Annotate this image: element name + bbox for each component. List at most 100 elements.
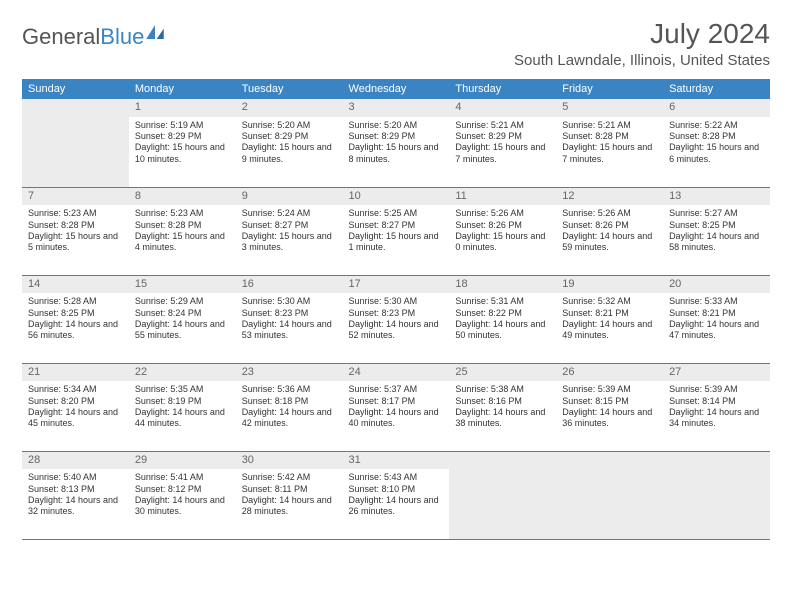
calendar-day-cell: 6Sunrise: 5:22 AMSunset: 8:28 PMDaylight… [663, 99, 770, 187]
sunrise-text: Sunrise: 5:20 AM [242, 120, 337, 131]
calendar-day-cell: 17Sunrise: 5:30 AMSunset: 8:23 PMDayligh… [343, 275, 450, 363]
daylight-text: Daylight: 14 hours and 45 minutes. [28, 407, 123, 430]
calendar-week-row: 14Sunrise: 5:28 AMSunset: 8:25 PMDayligh… [22, 275, 770, 363]
day-number: 21 [22, 364, 129, 382]
day-content: Sunrise: 5:29 AMSunset: 8:24 PMDaylight:… [129, 293, 236, 345]
calendar-day-cell: 7Sunrise: 5:23 AMSunset: 8:28 PMDaylight… [22, 187, 129, 275]
day-content: Sunrise: 5:34 AMSunset: 8:20 PMDaylight:… [22, 381, 129, 433]
day-content: Sunrise: 5:38 AMSunset: 8:16 PMDaylight:… [449, 381, 556, 433]
sunrise-text: Sunrise: 5:38 AM [455, 384, 550, 395]
sunset-text: Sunset: 8:24 PM [135, 308, 230, 319]
daylight-text: Daylight: 14 hours and 52 minutes. [349, 319, 444, 342]
calendar-day-cell: 10Sunrise: 5:25 AMSunset: 8:27 PMDayligh… [343, 187, 450, 275]
sunset-text: Sunset: 8:23 PM [242, 308, 337, 319]
calendar-week-row: 1Sunrise: 5:19 AMSunset: 8:29 PMDaylight… [22, 99, 770, 187]
sunrise-text: Sunrise: 5:24 AM [242, 208, 337, 219]
sunrise-text: Sunrise: 5:29 AM [135, 296, 230, 307]
daylight-text: Daylight: 14 hours and 26 minutes. [349, 495, 444, 518]
daylight-text: Daylight: 15 hours and 0 minutes. [455, 231, 550, 254]
weekday-header: Tuesday [236, 79, 343, 99]
daylight-text: Daylight: 14 hours and 49 minutes. [562, 319, 657, 342]
daylight-text: Daylight: 14 hours and 28 minutes. [242, 495, 337, 518]
logo-text-2: Blue [100, 24, 144, 50]
sunrise-text: Sunrise: 5:35 AM [135, 384, 230, 395]
day-content: Sunrise: 5:20 AMSunset: 8:29 PMDaylight:… [343, 117, 450, 169]
day-content: Sunrise: 5:39 AMSunset: 8:14 PMDaylight:… [663, 381, 770, 433]
day-content: Sunrise: 5:42 AMSunset: 8:11 PMDaylight:… [236, 469, 343, 521]
sunrise-text: Sunrise: 5:40 AM [28, 472, 123, 483]
sunset-text: Sunset: 8:11 PM [242, 484, 337, 495]
sunset-text: Sunset: 8:28 PM [28, 220, 123, 231]
daylight-text: Daylight: 14 hours and 30 minutes. [135, 495, 230, 518]
sunrise-text: Sunrise: 5:34 AM [28, 384, 123, 395]
location-subtitle: South Lawndale, Illinois, United States [22, 52, 770, 69]
day-number: 10 [343, 188, 450, 206]
day-number: 22 [129, 364, 236, 382]
sunset-text: Sunset: 8:19 PM [135, 396, 230, 407]
sunrise-text: Sunrise: 5:23 AM [28, 208, 123, 219]
day-content: Sunrise: 5:35 AMSunset: 8:19 PMDaylight:… [129, 381, 236, 433]
calendar-day-cell [22, 99, 129, 187]
daylight-text: Daylight: 15 hours and 9 minutes. [242, 142, 337, 165]
day-number: 30 [236, 452, 343, 470]
sunset-text: Sunset: 8:22 PM [455, 308, 550, 319]
sunrise-text: Sunrise: 5:23 AM [135, 208, 230, 219]
day-content: Sunrise: 5:25 AMSunset: 8:27 PMDaylight:… [343, 205, 450, 257]
calendar-day-cell: 23Sunrise: 5:36 AMSunset: 8:18 PMDayligh… [236, 363, 343, 451]
sunset-text: Sunset: 8:10 PM [349, 484, 444, 495]
calendar-day-cell: 27Sunrise: 5:39 AMSunset: 8:14 PMDayligh… [663, 363, 770, 451]
calendar-day-cell: 11Sunrise: 5:26 AMSunset: 8:26 PMDayligh… [449, 187, 556, 275]
daylight-text: Daylight: 15 hours and 7 minutes. [455, 142, 550, 165]
daylight-text: Daylight: 14 hours and 50 minutes. [455, 319, 550, 342]
sunrise-text: Sunrise: 5:36 AM [242, 384, 337, 395]
sunrise-text: Sunrise: 5:39 AM [562, 384, 657, 395]
calendar-day-cell: 14Sunrise: 5:28 AMSunset: 8:25 PMDayligh… [22, 275, 129, 363]
daylight-text: Daylight: 14 hours and 42 minutes. [242, 407, 337, 430]
calendar-day-cell: 22Sunrise: 5:35 AMSunset: 8:19 PMDayligh… [129, 363, 236, 451]
day-content: Sunrise: 5:26 AMSunset: 8:26 PMDaylight:… [556, 205, 663, 257]
sunrise-text: Sunrise: 5:32 AM [562, 296, 657, 307]
sunrise-text: Sunrise: 5:30 AM [349, 296, 444, 307]
weekday-header: Friday [556, 79, 663, 99]
day-number: 20 [663, 276, 770, 294]
calendar-day-cell [663, 451, 770, 539]
day-number: 15 [129, 276, 236, 294]
day-content: Sunrise: 5:24 AMSunset: 8:27 PMDaylight:… [236, 205, 343, 257]
day-number: 7 [22, 188, 129, 206]
sunset-text: Sunset: 8:29 PM [242, 131, 337, 142]
calendar-day-cell [449, 451, 556, 539]
calendar-day-cell: 2Sunrise: 5:20 AMSunset: 8:29 PMDaylight… [236, 99, 343, 187]
sunset-text: Sunset: 8:14 PM [669, 396, 764, 407]
daylight-text: Daylight: 15 hours and 3 minutes. [242, 231, 337, 254]
sunrise-text: Sunrise: 5:21 AM [455, 120, 550, 131]
calendar-day-cell: 29Sunrise: 5:41 AMSunset: 8:12 PMDayligh… [129, 451, 236, 539]
calendar-day-cell: 21Sunrise: 5:34 AMSunset: 8:20 PMDayligh… [22, 363, 129, 451]
calendar-week-row: 28Sunrise: 5:40 AMSunset: 8:13 PMDayligh… [22, 451, 770, 539]
day-content: Sunrise: 5:28 AMSunset: 8:25 PMDaylight:… [22, 293, 129, 345]
sunset-text: Sunset: 8:25 PM [669, 220, 764, 231]
calendar-day-cell: 20Sunrise: 5:33 AMSunset: 8:21 PMDayligh… [663, 275, 770, 363]
calendar-day-cell: 15Sunrise: 5:29 AMSunset: 8:24 PMDayligh… [129, 275, 236, 363]
calendar-day-cell: 18Sunrise: 5:31 AMSunset: 8:22 PMDayligh… [449, 275, 556, 363]
day-number: 4 [449, 99, 556, 117]
sunrise-text: Sunrise: 5:30 AM [242, 296, 337, 307]
day-content: Sunrise: 5:30 AMSunset: 8:23 PMDaylight:… [236, 293, 343, 345]
calendar-day-cell [556, 451, 663, 539]
sunrise-text: Sunrise: 5:41 AM [135, 472, 230, 483]
sunset-text: Sunset: 8:29 PM [135, 131, 230, 142]
logo-sail-icon [146, 25, 164, 39]
daylight-text: Daylight: 15 hours and 4 minutes. [135, 231, 230, 254]
daylight-text: Daylight: 14 hours and 59 minutes. [562, 231, 657, 254]
sunset-text: Sunset: 8:28 PM [562, 131, 657, 142]
daylight-text: Daylight: 15 hours and 7 minutes. [562, 142, 657, 165]
day-number: 31 [343, 452, 450, 470]
logo-text-1: General [22, 24, 100, 50]
sunrise-text: Sunrise: 5:26 AM [455, 208, 550, 219]
sunset-text: Sunset: 8:18 PM [242, 396, 337, 407]
weekday-header-row: Sunday Monday Tuesday Wednesday Thursday… [22, 79, 770, 99]
daylight-text: Daylight: 14 hours and 32 minutes. [28, 495, 123, 518]
day-number: 24 [343, 364, 450, 382]
sunset-text: Sunset: 8:29 PM [349, 131, 444, 142]
sunrise-text: Sunrise: 5:33 AM [669, 296, 764, 307]
sunrise-text: Sunrise: 5:19 AM [135, 120, 230, 131]
